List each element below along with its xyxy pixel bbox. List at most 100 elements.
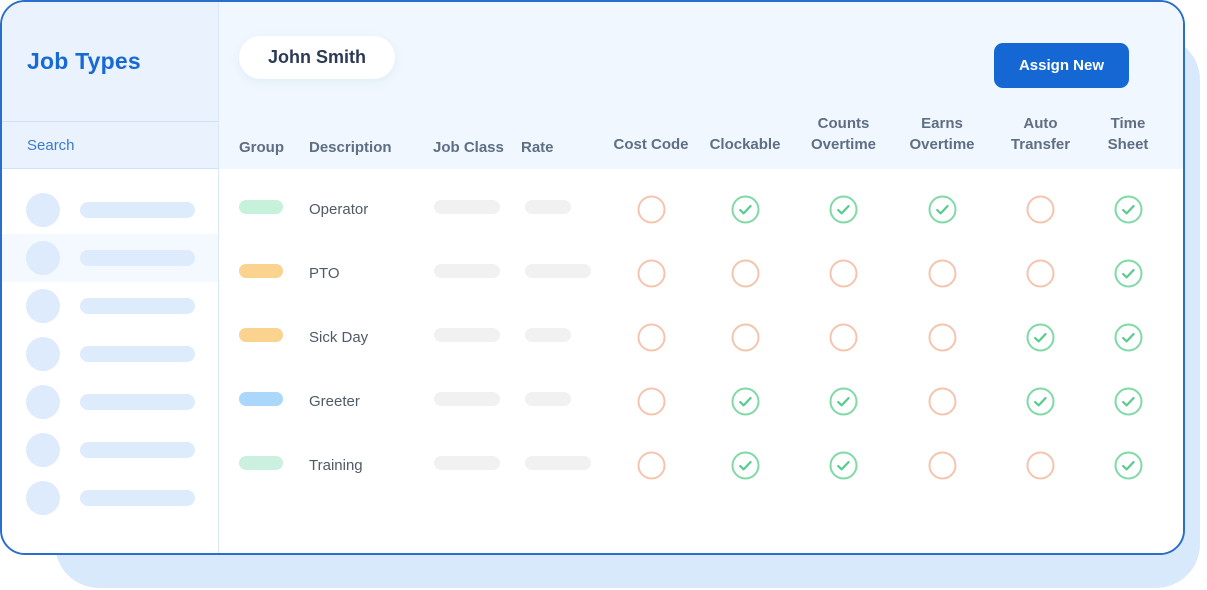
job-class-skeleton (434, 199, 500, 214)
toggle-auto-transfer[interactable] (1026, 195, 1055, 224)
cell-clockable (695, 195, 795, 224)
toggle-cost-code[interactable] (637, 195, 666, 224)
search-input[interactable] (27, 136, 226, 154)
sidebar-list-item[interactable] (2, 426, 218, 474)
empty-circle-icon (731, 323, 759, 351)
job-description: PTO (309, 264, 340, 282)
toggle-auto-transfer[interactable] (1026, 259, 1055, 288)
toggle-time-sheet[interactable] (1114, 451, 1143, 480)
toggle-auto-transfer[interactable] (1026, 323, 1055, 352)
toggle-earns-overtime[interactable] (928, 195, 957, 224)
avatar-skeleton (26, 337, 60, 371)
toggle-counts-overtime[interactable] (829, 387, 858, 416)
cell-time-sheet (1089, 195, 1167, 224)
toggle-counts-overtime[interactable] (829, 195, 858, 224)
label-skeleton (80, 490, 195, 506)
empty-circle-icon (637, 451, 665, 479)
cell-auto-transfer (992, 387, 1089, 416)
toggle-clockable[interactable] (731, 387, 760, 416)
empty-circle-icon (829, 259, 858, 287)
toggle-cost-code[interactable] (637, 387, 666, 416)
toggle-counts-overtime[interactable] (829, 259, 858, 288)
header-top: John Smith Assign New (239, 2, 1163, 88)
cell-cost-code (607, 195, 695, 224)
toggle-earns-overtime[interactable] (928, 323, 957, 352)
toggle-time-sheet[interactable] (1114, 387, 1143, 416)
table-row: PTO (239, 241, 1163, 305)
column-header-cost-code: Cost Code (613, 136, 689, 154)
label-skeleton (80, 250, 195, 266)
avatar-skeleton (26, 481, 60, 515)
toggle-auto-transfer[interactable] (1026, 451, 1055, 480)
cell-earns-overtime (892, 195, 992, 224)
job-description: Sick Day (309, 328, 369, 346)
main-panel: John Smith Assign New Group Description Jo… (219, 2, 1183, 553)
toggle-clockable[interactable] (731, 451, 760, 480)
toggle-earns-overtime[interactable] (928, 451, 957, 480)
cell-time-sheet (1089, 259, 1167, 288)
toggle-cost-code[interactable] (637, 259, 666, 288)
toggle-counts-overtime[interactable] (829, 451, 858, 480)
toggle-counts-overtime[interactable] (829, 323, 858, 352)
toggle-earns-overtime[interactable] (928, 387, 957, 416)
cell-auto-transfer (992, 259, 1089, 288)
job-class-skeleton (434, 455, 500, 470)
sidebar-list-item[interactable] (2, 282, 218, 330)
rate-skeleton (525, 455, 591, 470)
column-header-group: Group (239, 139, 284, 156)
search-bar (2, 121, 245, 169)
column-header-counts-overtime: Counts Overtime (810, 114, 877, 154)
check-circle-icon (1114, 451, 1142, 479)
toggle-cost-code[interactable] (637, 451, 666, 480)
label-skeleton (80, 298, 195, 314)
check-circle-icon (829, 195, 858, 223)
toggle-cost-code[interactable] (637, 323, 666, 352)
assign-new-button[interactable]: Assign New (993, 43, 1129, 88)
sidebar-list-item[interactable] (2, 378, 218, 426)
avatar-skeleton (26, 433, 60, 467)
empty-circle-icon (928, 387, 956, 415)
check-circle-icon (731, 451, 759, 479)
cell-earns-overtime (892, 323, 992, 352)
toggle-clockable[interactable] (731, 323, 760, 352)
sidebar-list-item[interactable] (2, 330, 218, 378)
empty-circle-icon (829, 323, 858, 351)
column-header-auto-transfer: Auto Transfer (1010, 114, 1071, 154)
rate-skeleton (525, 199, 571, 214)
check-circle-icon (731, 195, 759, 223)
cell-earns-overtime (892, 451, 992, 480)
column-header-earns-overtime: Earns Overtime (909, 114, 975, 154)
job-class-skeleton (434, 327, 500, 342)
toggle-auto-transfer[interactable] (1026, 387, 1055, 416)
toggle-time-sheet[interactable] (1114, 259, 1143, 288)
check-circle-icon (1114, 259, 1142, 287)
check-circle-icon (1114, 323, 1142, 351)
empty-circle-icon (637, 323, 665, 351)
sidebar-list-item[interactable] (2, 234, 218, 282)
cell-time-sheet (1089, 451, 1167, 480)
label-skeleton (80, 442, 195, 458)
toggle-time-sheet[interactable] (1114, 323, 1143, 352)
cell-time-sheet (1089, 323, 1167, 352)
check-circle-icon (731, 387, 759, 415)
toggle-clockable[interactable] (731, 195, 760, 224)
sidebar-list-item[interactable] (2, 474, 218, 522)
empty-circle-icon (928, 259, 956, 287)
table-row: Sick Day (239, 305, 1163, 369)
column-header-rate: Rate (521, 139, 554, 156)
sidebar-list-item[interactable] (2, 186, 218, 234)
toggle-time-sheet[interactable] (1114, 195, 1143, 224)
rate-skeleton (525, 327, 571, 342)
avatar-skeleton (26, 289, 60, 323)
cell-clockable (695, 451, 795, 480)
check-circle-icon (829, 387, 858, 415)
title-area: Job Types (2, 2, 218, 121)
cell-counts-overtime (795, 451, 892, 480)
toggle-clockable[interactable] (731, 259, 760, 288)
toggle-earns-overtime[interactable] (928, 259, 957, 288)
column-header-description: Description (309, 139, 392, 156)
job-description: Greeter (309, 392, 360, 410)
check-circle-icon (1026, 387, 1055, 415)
employee-name-pill: John Smith (239, 36, 395, 79)
avatar-skeleton (26, 385, 60, 419)
